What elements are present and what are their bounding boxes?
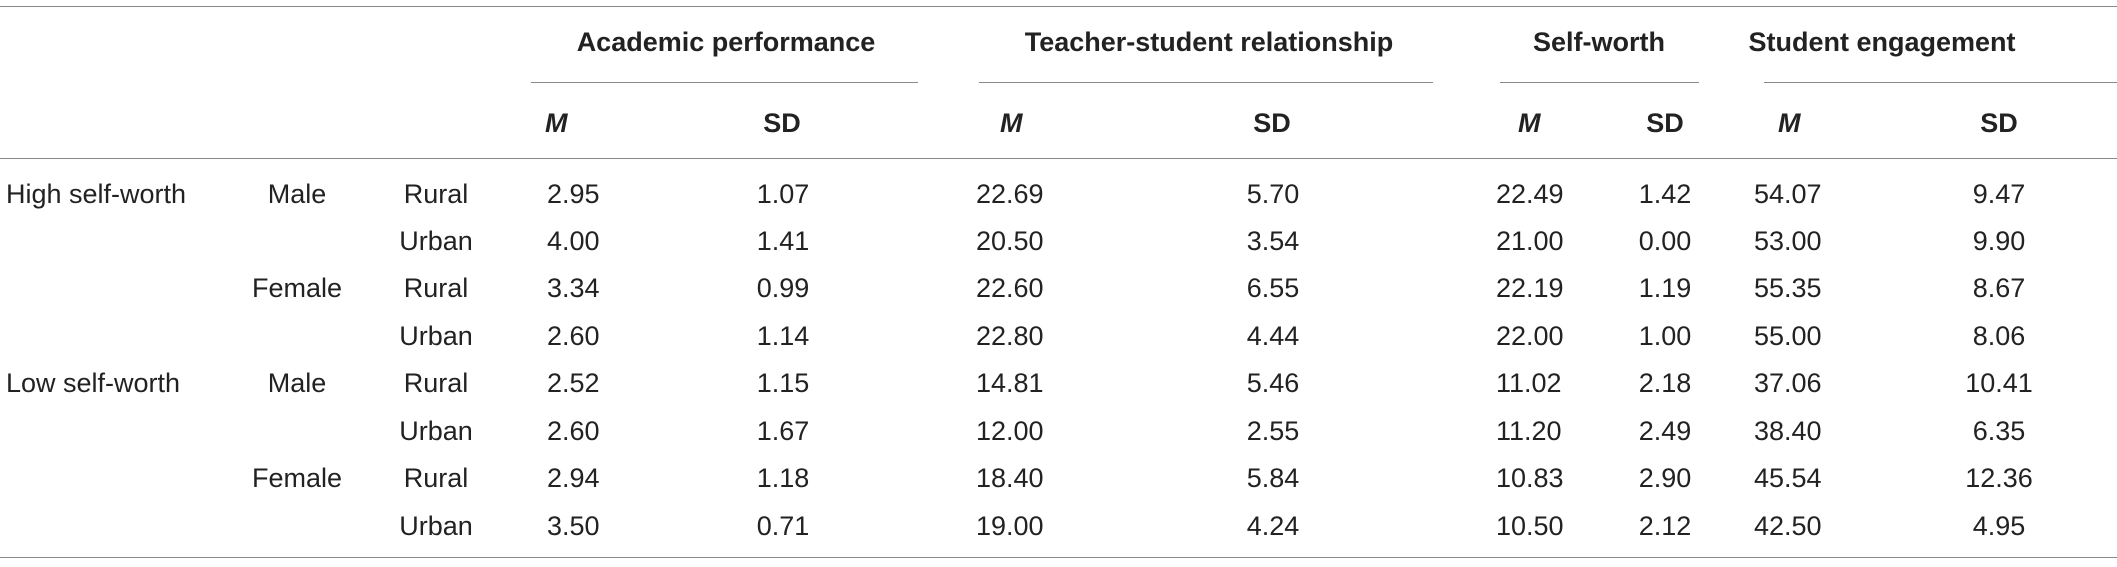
cell-relationship-sd: 5.84 xyxy=(1246,463,1300,493)
cell-engagement-sd: 12.36 xyxy=(1965,463,2033,493)
cell-academic-sd: 1.67 xyxy=(756,416,810,446)
row-area-label: Rural xyxy=(403,179,469,209)
group-underline-teacher-student-relationship xyxy=(979,82,1433,83)
cell-relationship-mean: 22.60 xyxy=(976,273,1044,303)
cell-academic-mean: 2.60 xyxy=(547,321,600,351)
subheader-sd: SD xyxy=(1253,108,1291,138)
cell-selfworth-sd: 2.90 xyxy=(1638,463,1692,493)
cell-engagement-mean: 55.35 xyxy=(1754,273,1822,303)
subheader-mean: M xyxy=(1000,108,1023,138)
cell-relationship-mean: 12.00 xyxy=(976,416,1044,446)
row-group-label: Low self-worth xyxy=(6,368,181,398)
cell-academic-sd: 1.14 xyxy=(756,321,810,351)
cell-engagement-sd: 10.41 xyxy=(1965,368,2033,398)
cell-relationship-sd: 3.54 xyxy=(1246,226,1300,256)
cell-engagement-sd: 8.06 xyxy=(1972,321,2026,351)
cell-engagement-mean: 42.50 xyxy=(1754,511,1822,541)
cell-relationship-sd: 4.24 xyxy=(1246,511,1300,541)
cell-academic-sd: 1.18 xyxy=(756,463,810,493)
row-area-label: Urban xyxy=(399,511,473,541)
cell-engagement-mean: 38.40 xyxy=(1754,416,1822,446)
cell-academic-sd: 1.15 xyxy=(756,368,810,398)
cell-selfworth-sd: 0.00 xyxy=(1638,226,1692,256)
cell-selfworth-mean: 22.49 xyxy=(1496,179,1564,209)
cell-selfworth-sd: 2.49 xyxy=(1638,416,1692,446)
top-rule xyxy=(0,6,2117,7)
cell-academic-mean: 4.00 xyxy=(547,226,600,256)
cell-engagement-mean: 53.00 xyxy=(1754,226,1822,256)
cell-relationship-mean: 22.80 xyxy=(976,321,1044,351)
cell-selfworth-sd: 1.19 xyxy=(1638,273,1692,303)
cell-academic-mean: 2.95 xyxy=(547,179,600,209)
cell-academic-sd: 1.41 xyxy=(756,226,810,256)
row-area-label: Rural xyxy=(403,368,469,398)
cell-academic-mean: 3.50 xyxy=(547,511,600,541)
bottom-rule xyxy=(0,557,2117,558)
group-underline-self-worth xyxy=(1500,82,1699,83)
group-header-teacher-student-relationship: Teacher-student relationship xyxy=(1024,27,1394,57)
cell-selfworth-mean: 10.50 xyxy=(1496,511,1564,541)
cell-selfworth-mean: 22.19 xyxy=(1496,273,1564,303)
subheader-sd: SD xyxy=(1646,108,1684,138)
cell-selfworth-mean: 21.00 xyxy=(1496,226,1564,256)
group-underline-student-engagement xyxy=(1764,82,2117,83)
cell-relationship-mean: 20.50 xyxy=(976,226,1044,256)
cell-engagement-sd: 9.47 xyxy=(1972,179,2026,209)
cell-selfworth-mean: 11.02 xyxy=(1496,368,1562,398)
cell-engagement-sd: 4.95 xyxy=(1972,511,2026,541)
subheader-mean: M xyxy=(1518,108,1541,138)
group-header-academic-performance: Academic performance xyxy=(576,27,876,57)
cell-academic-mean: 2.94 xyxy=(547,463,600,493)
cell-selfworth-mean: 11.20 xyxy=(1496,416,1562,446)
group-underline-academic-performance xyxy=(531,82,918,83)
cell-academic-mean: 2.52 xyxy=(547,368,600,398)
subheader-mean: M xyxy=(1778,108,1801,138)
group-header-self-worth: Self-worth xyxy=(1533,27,1665,57)
cell-academic-sd: 0.71 xyxy=(756,511,810,541)
row-area-label: Urban xyxy=(399,321,473,351)
cell-relationship-mean: 18.40 xyxy=(976,463,1044,493)
cell-selfworth-sd: 2.12 xyxy=(1638,511,1692,541)
cell-relationship-sd: 2.55 xyxy=(1246,416,1300,446)
cell-academic-mean: 2.60 xyxy=(547,416,600,446)
cell-relationship-sd: 5.46 xyxy=(1246,368,1300,398)
cell-engagement-mean: 37.06 xyxy=(1754,368,1822,398)
row-group-label: High self-worth xyxy=(6,179,187,209)
cell-academic-sd: 0.99 xyxy=(756,273,810,303)
cell-engagement-mean: 54.07 xyxy=(1754,179,1822,209)
row-gender-label: Female xyxy=(251,463,343,493)
subheader-sd: SD xyxy=(763,108,801,138)
row-area-label: Rural xyxy=(403,463,469,493)
subheader-sd: SD xyxy=(1980,108,2018,138)
row-area-label: Rural xyxy=(403,273,469,303)
row-area-label: Urban xyxy=(399,416,473,446)
group-header-student-engagement: Student engagement xyxy=(1748,27,2016,57)
cell-academic-mean: 3.34 xyxy=(547,273,600,303)
header-rule xyxy=(0,158,2117,159)
cell-academic-sd: 1.07 xyxy=(756,179,810,209)
cell-selfworth-mean: 22.00 xyxy=(1496,321,1564,351)
cell-relationship-mean: 14.81 xyxy=(976,368,1044,398)
row-gender-label: Male xyxy=(267,368,327,398)
subheader-mean: M xyxy=(545,108,568,138)
cell-engagement-sd: 9.90 xyxy=(1972,226,2026,256)
cell-relationship-mean: 22.69 xyxy=(976,179,1044,209)
cell-selfworth-sd: 1.42 xyxy=(1638,179,1692,209)
cell-engagement-mean: 45.54 xyxy=(1754,463,1822,493)
cell-engagement-sd: 6.35 xyxy=(1972,416,2026,446)
cell-relationship-sd: 5.70 xyxy=(1246,179,1300,209)
cell-selfworth-sd: 2.18 xyxy=(1638,368,1692,398)
row-gender-label: Male xyxy=(267,179,327,209)
cell-relationship-sd: 6.55 xyxy=(1246,273,1300,303)
cell-engagement-sd: 8.67 xyxy=(1972,273,2026,303)
row-gender-label: Female xyxy=(251,273,343,303)
cell-selfworth-sd: 1.00 xyxy=(1638,321,1692,351)
cell-relationship-sd: 4.44 xyxy=(1246,321,1300,351)
cell-selfworth-mean: 10.83 xyxy=(1496,463,1564,493)
cell-relationship-mean: 19.00 xyxy=(976,511,1044,541)
cell-engagement-mean: 55.00 xyxy=(1754,321,1822,351)
row-area-label: Urban xyxy=(399,226,473,256)
